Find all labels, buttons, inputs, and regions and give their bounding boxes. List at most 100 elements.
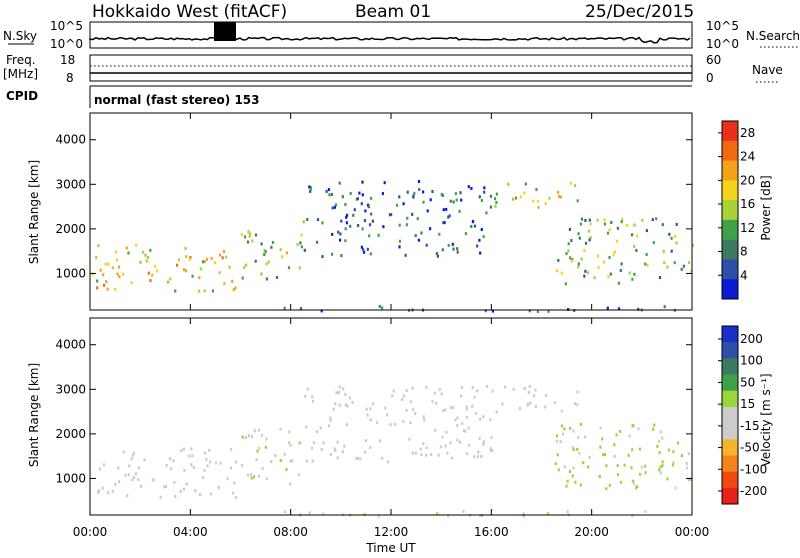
data-cell [443,221,446,225]
data-cell [449,199,452,203]
data-cell [473,395,476,399]
data-cell [137,478,140,482]
y-tick-label: 3000 [55,382,86,396]
data-cell [672,461,675,465]
data-cell [114,287,117,291]
data-cell [465,405,468,409]
nsearch-tick-top: 10^5 [706,19,739,33]
data-cell [388,213,391,217]
data-cell [405,223,408,227]
data-cell [202,476,205,480]
data-cell [554,462,557,466]
data-cell [402,394,405,398]
data-cell [360,245,363,249]
colorbar-segment [722,423,738,440]
data-cell [462,429,466,433]
data-cell [391,394,394,398]
data-cell [340,219,343,223]
data-cell [392,389,395,393]
data-cell [321,221,324,225]
colorbar-tick-label: 15 [740,397,755,411]
data-cell [435,401,438,405]
data-cell [287,266,291,270]
data-cell [631,479,634,483]
data-cell [306,218,309,221]
data-cell [459,191,462,195]
data-cell [241,435,244,439]
data-cell [366,413,369,417]
data-cell [577,435,580,439]
data-cell [254,259,257,263]
station-title: Hokkaido West (fitACF) [92,2,287,22]
velocity-colorbar: 200 100 50 15 -15 -50 -100 -200 [718,325,767,505]
data-cell [325,189,328,193]
data-cell [214,461,217,465]
data-cell [471,386,474,389]
data-cell [333,447,336,451]
data-cell [246,240,250,244]
data-cell [257,474,260,478]
data-cell [685,466,689,470]
data-cell [641,218,644,222]
data-cell [226,477,229,481]
data-cell [617,307,621,311]
data-cell [527,390,530,394]
data-cell [658,451,661,455]
colorbar-frame [721,120,739,300]
data-cell [598,475,601,478]
data-cell [687,452,690,456]
data-cell [491,309,494,313]
data-cell [316,218,320,222]
data-cell [260,433,263,437]
data-cell [96,279,99,283]
power-colorbar: 4 8 12 16 20 24 28 [718,120,755,300]
data-cell [377,514,380,518]
data-cell [250,435,254,439]
data-cell [671,463,674,467]
data-cell [414,451,417,455]
data-cell [579,222,582,226]
data-cell [345,221,348,225]
data-cell [633,244,636,248]
data-cell [253,429,256,433]
data-cell [357,224,360,227]
data-cell [599,426,602,430]
data-cell [241,463,244,467]
data-cell [331,206,334,210]
data-cell [105,280,108,284]
data-cell [425,243,428,247]
data-cell [173,481,176,484]
data-cell [563,465,566,469]
data-cell [567,249,570,253]
data-cell [240,233,243,237]
data-cell [209,460,212,464]
data-cell [126,494,129,498]
data-cell [494,204,497,208]
data-cell [620,220,623,224]
data-cell [256,449,259,453]
data-cell [366,247,369,251]
data-cell [536,199,540,203]
freq-tick-top: 18 [60,53,75,67]
data-cell [334,449,337,452]
velocity-ylabel: Slant Range [km] [27,363,41,467]
data-cell [636,234,639,238]
data-cell [523,387,526,391]
y-tick-label: 1000 [55,266,86,280]
data-cell [174,289,177,293]
data-cell [636,485,639,489]
data-cell [199,267,202,271]
data-cell [479,251,482,255]
data-cell [188,257,191,261]
data-cell [111,266,114,270]
nsky-panel [89,21,693,49]
y-tick-label: 2000 [55,222,86,236]
data-cell [230,447,233,451]
data-cell [607,275,610,279]
data-cell [172,459,175,463]
data-cell [221,256,224,260]
data-cell [478,195,481,199]
y-tick-label: 4000 [55,133,86,147]
data-cell [101,486,104,490]
data-cell [495,192,498,196]
